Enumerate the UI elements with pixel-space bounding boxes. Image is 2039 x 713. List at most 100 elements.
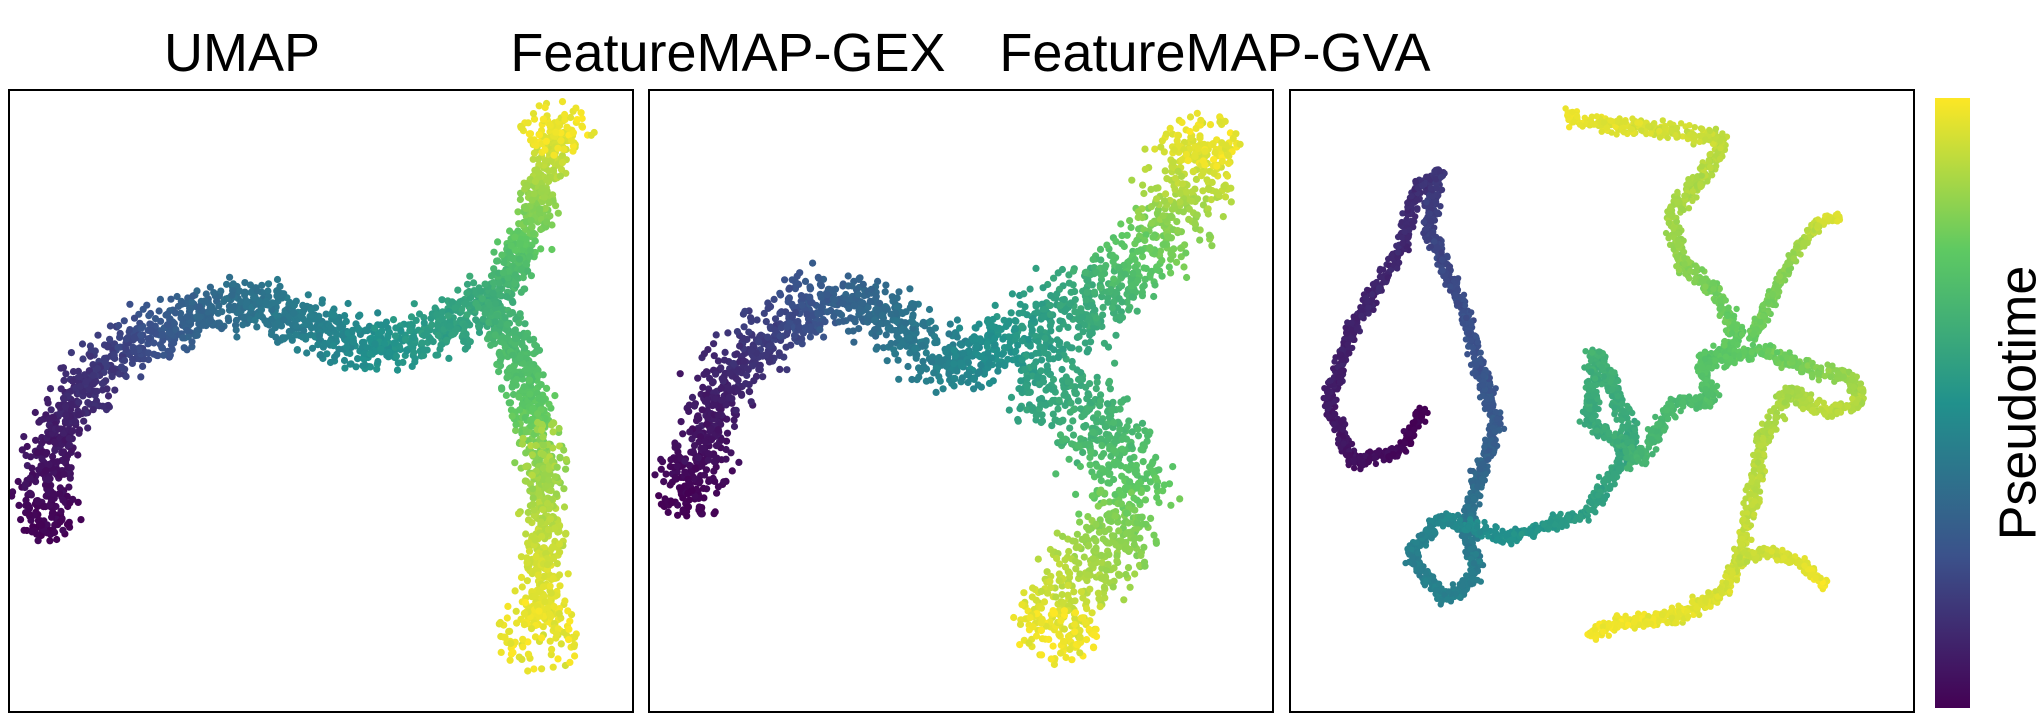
cell-point bbox=[475, 322, 483, 330]
cell-point bbox=[507, 254, 515, 262]
cell-point bbox=[674, 511, 682, 519]
cell-point bbox=[685, 407, 693, 415]
cell-point bbox=[297, 312, 305, 320]
cell-point bbox=[553, 560, 561, 568]
cell-point bbox=[34, 537, 42, 545]
cell-point bbox=[1152, 474, 1160, 482]
cell-point bbox=[1115, 263, 1123, 271]
cell-point bbox=[553, 463, 561, 471]
cell-point bbox=[577, 109, 585, 117]
cell-point bbox=[1068, 357, 1076, 366]
cell-point bbox=[26, 489, 34, 497]
cell-point bbox=[1103, 400, 1112, 408]
scatter-panel-featuremap-gex bbox=[648, 89, 1274, 713]
cell-point bbox=[556, 582, 564, 590]
cell-point bbox=[1110, 275, 1118, 283]
cell-point bbox=[526, 376, 534, 384]
cell-point bbox=[1141, 145, 1149, 153]
cell-point bbox=[518, 400, 526, 408]
cell-point bbox=[529, 500, 537, 508]
cell-point bbox=[262, 297, 270, 305]
cell-point bbox=[530, 149, 539, 157]
cell-point bbox=[1134, 213, 1142, 222]
cell-point bbox=[755, 365, 763, 373]
cell-point bbox=[1046, 322, 1054, 330]
cell-point bbox=[1165, 263, 1173, 271]
cell-point bbox=[1050, 274, 1058, 282]
cell-point bbox=[747, 314, 755, 322]
cell-point bbox=[1086, 461, 1094, 469]
cell-point bbox=[1118, 445, 1126, 453]
cell-point bbox=[734, 387, 742, 395]
cell-point bbox=[1086, 453, 1094, 461]
cell-point bbox=[1108, 304, 1116, 312]
cell-point bbox=[534, 372, 542, 380]
cell-point bbox=[771, 315, 780, 323]
cell-point bbox=[555, 540, 564, 548]
cell-point bbox=[501, 633, 509, 641]
cell-point bbox=[257, 312, 265, 320]
cell-point bbox=[1058, 365, 1066, 374]
cell-point bbox=[308, 344, 317, 352]
cell-point bbox=[117, 363, 126, 371]
cell-point bbox=[1096, 516, 1104, 524]
cell-point bbox=[925, 319, 933, 327]
cell-point bbox=[521, 320, 529, 328]
cell-point bbox=[433, 322, 442, 330]
cell-point bbox=[553, 630, 561, 638]
cell-point bbox=[66, 474, 74, 482]
cell-point bbox=[17, 516, 25, 524]
cell-point bbox=[561, 597, 569, 605]
cell-point bbox=[84, 424, 92, 432]
cell-point bbox=[1192, 175, 1200, 183]
cell-point bbox=[137, 373, 145, 381]
cell-point bbox=[165, 329, 174, 337]
cell-point bbox=[1112, 331, 1120, 339]
cell-point bbox=[506, 627, 514, 635]
cell-point bbox=[557, 137, 565, 145]
cell-point bbox=[382, 318, 390, 326]
cell-point bbox=[49, 413, 57, 421]
cell-point bbox=[423, 326, 431, 335]
cell-point bbox=[748, 346, 756, 355]
cell-point bbox=[257, 306, 266, 314]
cell-point bbox=[569, 129, 578, 137]
cell-point bbox=[535, 131, 544, 139]
cell-point bbox=[1110, 418, 1118, 427]
cell-point bbox=[957, 341, 966, 349]
cell-point bbox=[690, 402, 699, 410]
cell-point bbox=[1023, 383, 1031, 391]
cell-point bbox=[1205, 184, 1213, 192]
cell-point bbox=[855, 275, 863, 283]
cell-point bbox=[114, 343, 122, 352]
cell-point bbox=[495, 279, 503, 287]
cell-point bbox=[887, 339, 895, 348]
cell-point bbox=[1056, 301, 1064, 309]
cell-point bbox=[573, 116, 581, 124]
cell-point bbox=[920, 363, 928, 371]
cell-point bbox=[545, 199, 553, 207]
cell-point bbox=[1225, 159, 1233, 168]
cell-point bbox=[511, 459, 519, 467]
cell-point bbox=[657, 500, 665, 508]
cell-point bbox=[53, 535, 61, 544]
cell-point bbox=[1133, 307, 1141, 315]
cell-point bbox=[519, 359, 527, 367]
cell-point bbox=[336, 323, 344, 331]
cell-point bbox=[907, 318, 915, 326]
cell-point bbox=[474, 303, 482, 311]
cell-point bbox=[460, 337, 468, 345]
cell-point bbox=[1064, 323, 1072, 331]
cell-point bbox=[1075, 345, 1083, 353]
cell-point bbox=[475, 328, 484, 337]
cell-point bbox=[38, 521, 46, 529]
cell-point bbox=[1089, 428, 1097, 436]
cell-point bbox=[530, 190, 538, 198]
cell-point bbox=[1102, 566, 1111, 574]
cell-point bbox=[506, 656, 514, 664]
cell-point bbox=[476, 287, 485, 295]
cell-point bbox=[1050, 346, 1058, 354]
cell-point bbox=[1032, 264, 1040, 272]
cell-point bbox=[549, 428, 557, 436]
cell-point bbox=[251, 316, 259, 324]
